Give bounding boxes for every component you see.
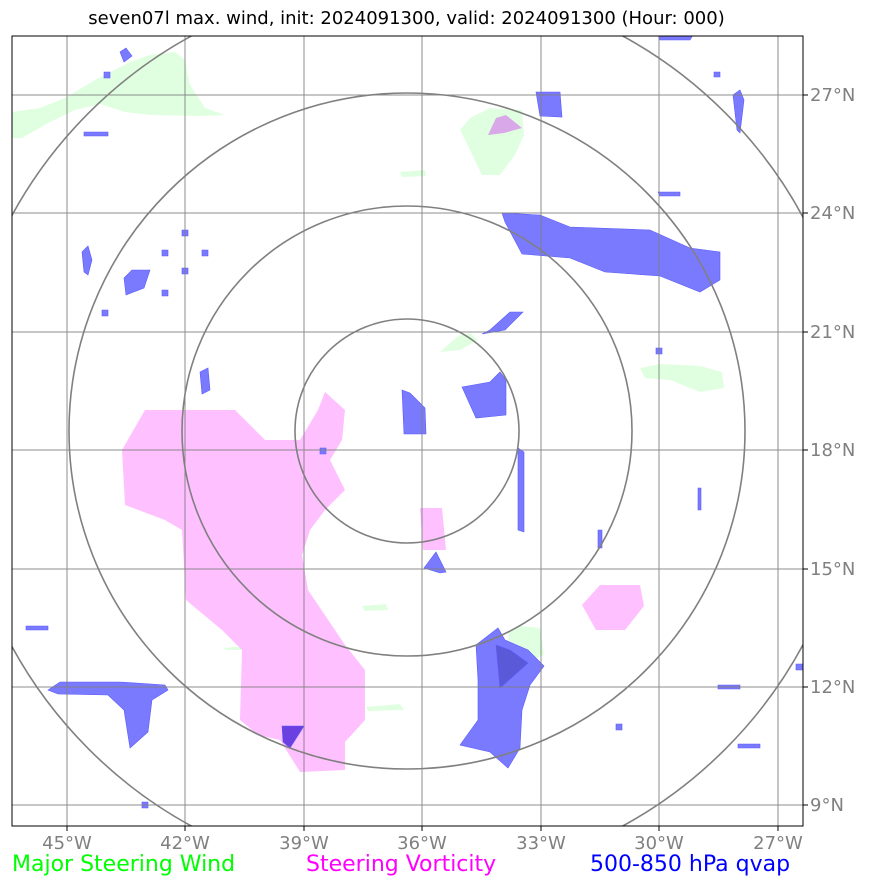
- lon-label: 45°W: [42, 833, 92, 854]
- lat-label: 24°N: [810, 203, 855, 224]
- lat-label: 12°N: [810, 677, 855, 698]
- map-frame: [11, 35, 804, 827]
- legend-qvap: 500-850 hPa qvap: [590, 852, 791, 877]
- steering-vorticity-layer: [122, 115, 644, 772]
- lon-label: 42°W: [160, 833, 210, 854]
- range-ring-1: [294, 318, 520, 544]
- lat-label: 18°N: [810, 440, 855, 461]
- map-title: seven07l max. wind, init: 2024091300, va…: [88, 8, 725, 29]
- legend-steering-wind: Major Steering Wind: [12, 852, 236, 877]
- graticule: [12, 36, 803, 826]
- range-ring-2: [181, 205, 633, 657]
- lon-label: 27°W: [753, 833, 803, 854]
- tick-marks: [66, 94, 808, 831]
- range-rings: [12, 36, 803, 826]
- lon-labels: 45°W 42°W 39°W 36°W 33°W 30°W 27°W: [42, 833, 803, 854]
- lat-label: 15°N: [810, 559, 855, 580]
- qvap-layer: [25, 36, 803, 809]
- lat-label: 9°N: [810, 795, 844, 816]
- lat-label: 27°N: [810, 85, 855, 106]
- lon-label: 36°W: [397, 833, 447, 854]
- lat-labels: 27°N 24°N 21°N 18°N 15°N 12°N 9°N: [810, 85, 855, 816]
- lat-label: 21°N: [810, 322, 855, 343]
- lon-label: 39°W: [279, 833, 329, 854]
- legend-steering-vorticity: Steering Vorticity: [306, 852, 497, 877]
- lon-label: 33°W: [516, 833, 566, 854]
- range-ring-3: [68, 92, 746, 770]
- lon-label: 30°W: [634, 833, 684, 854]
